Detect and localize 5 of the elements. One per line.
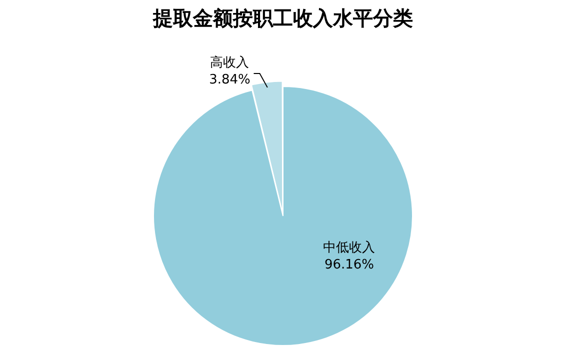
data-label: 96.16% [324,258,374,272]
slice-label: 中低收入 [323,240,376,256]
chart-title: 提取金额按职工收入水平分类 [152,6,413,30]
slice-label: 高收入 [210,54,250,70]
data-label: 3.84% [209,72,250,88]
